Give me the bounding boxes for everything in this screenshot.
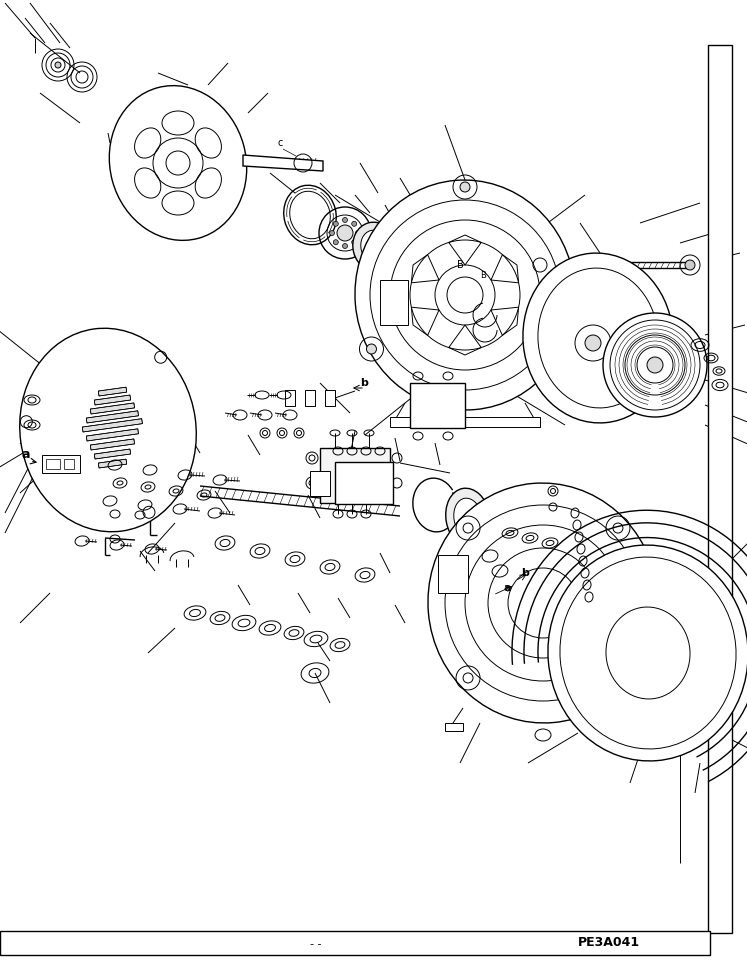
Bar: [335, 462, 393, 504]
Bar: [438, 555, 468, 593]
Bar: [94, 449, 131, 459]
Bar: [445, 723, 463, 731]
Bar: [94, 449, 131, 459]
Bar: [285, 390, 295, 406]
Bar: [82, 419, 143, 432]
Bar: [380, 280, 408, 325]
Bar: [410, 383, 465, 428]
Polygon shape: [243, 155, 323, 171]
Circle shape: [329, 230, 335, 236]
Ellipse shape: [55, 62, 61, 68]
Bar: [310, 471, 330, 496]
Ellipse shape: [453, 498, 483, 538]
Bar: [87, 411, 138, 423]
Bar: [90, 439, 134, 450]
Text: B: B: [457, 260, 464, 270]
Bar: [0, 931, 710, 955]
Bar: [99, 459, 127, 468]
Text: a: a: [22, 448, 31, 461]
Ellipse shape: [603, 313, 707, 417]
Bar: [82, 419, 143, 432]
Ellipse shape: [548, 545, 747, 761]
Bar: [320, 448, 390, 503]
Bar: [94, 395, 131, 405]
Bar: [87, 429, 138, 441]
Ellipse shape: [685, 260, 695, 270]
Bar: [390, 417, 540, 427]
Text: b: b: [521, 568, 529, 578]
Ellipse shape: [647, 357, 663, 373]
Circle shape: [343, 244, 347, 248]
Bar: [621, 721, 639, 729]
Ellipse shape: [446, 488, 490, 548]
Circle shape: [343, 218, 347, 222]
Circle shape: [356, 230, 361, 236]
Circle shape: [333, 221, 338, 226]
Bar: [64, 459, 74, 469]
Ellipse shape: [109, 86, 247, 241]
Bar: [87, 411, 138, 423]
Ellipse shape: [337, 225, 353, 241]
Bar: [42, 455, 80, 473]
Ellipse shape: [460, 182, 470, 192]
Bar: [94, 395, 131, 405]
Ellipse shape: [428, 483, 658, 723]
Ellipse shape: [367, 344, 376, 354]
Bar: [90, 403, 134, 414]
Text: a: a: [503, 583, 510, 593]
Text: B: B: [480, 271, 486, 280]
Bar: [90, 439, 134, 450]
Ellipse shape: [355, 180, 575, 410]
Ellipse shape: [585, 335, 601, 351]
Ellipse shape: [19, 328, 196, 532]
Text: PE3A041: PE3A041: [578, 936, 640, 949]
Bar: [99, 387, 127, 396]
Circle shape: [352, 240, 356, 245]
Bar: [708, 45, 732, 933]
Text: b: b: [360, 378, 368, 388]
Ellipse shape: [353, 222, 397, 272]
Circle shape: [352, 221, 356, 226]
Text: c: c: [278, 138, 283, 148]
Bar: [90, 403, 134, 414]
Ellipse shape: [361, 230, 389, 264]
Bar: [46, 459, 60, 469]
Ellipse shape: [554, 344, 563, 354]
Bar: [87, 429, 138, 441]
Ellipse shape: [523, 253, 673, 423]
Circle shape: [333, 240, 338, 245]
Bar: [305, 390, 315, 406]
Bar: [99, 459, 127, 468]
Text: - -: - -: [310, 939, 321, 949]
Bar: [325, 390, 335, 406]
Bar: [99, 387, 127, 396]
